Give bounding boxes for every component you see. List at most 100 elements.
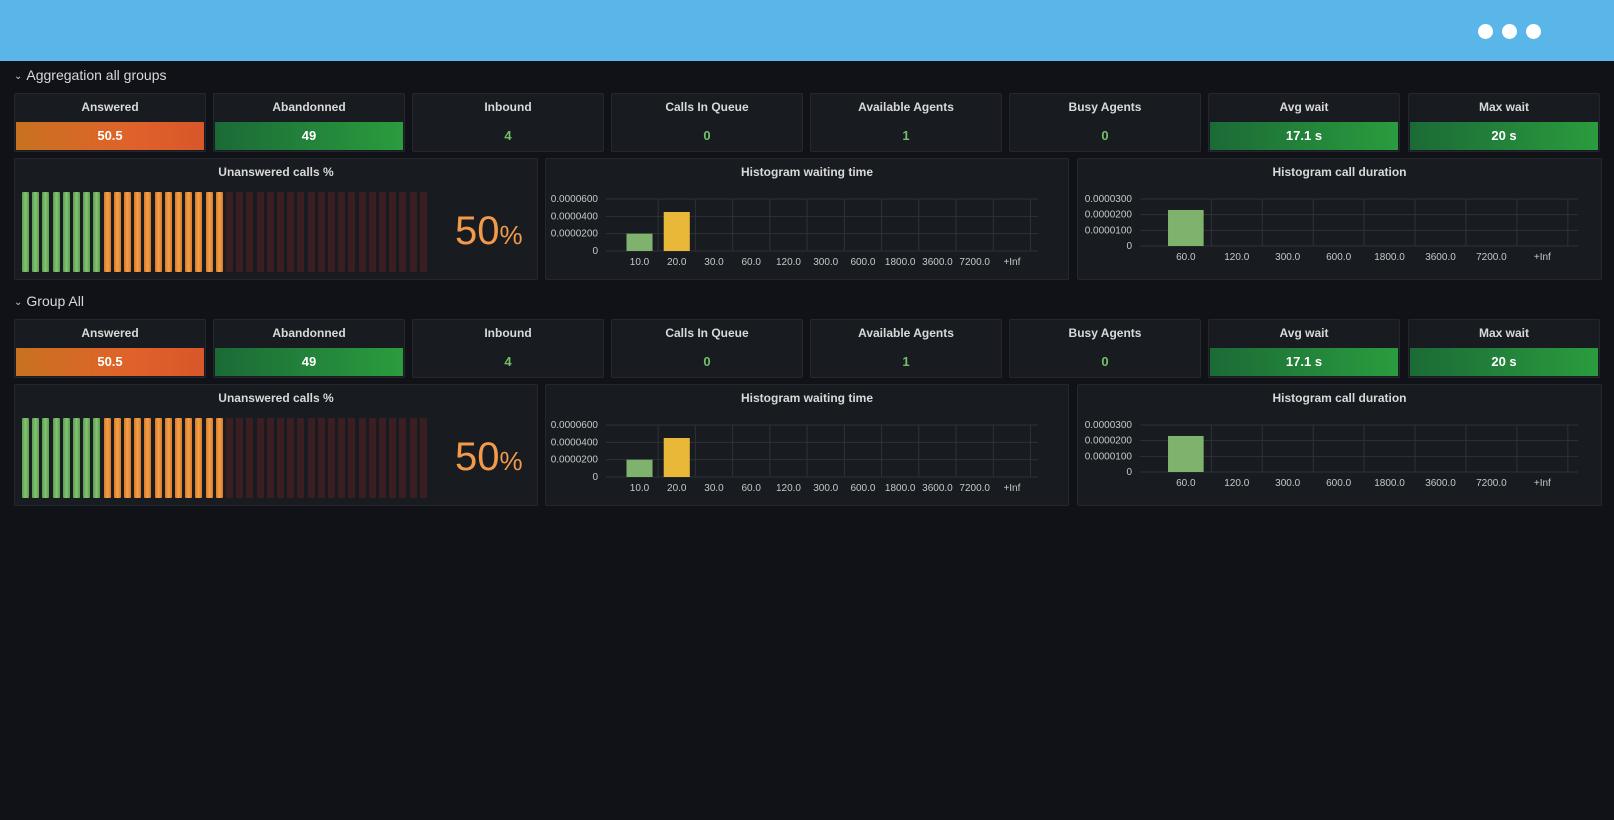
gauge-cell — [103, 192, 111, 272]
gauge-cell — [226, 192, 233, 272]
x-tick-label: 60.0 — [742, 257, 762, 268]
gauge-cell — [328, 192, 335, 272]
stat-panel[interactable]: Answered 50.5 — [14, 319, 206, 378]
stat-label: Answered — [81, 100, 139, 114]
stat-panel[interactable]: Avg wait 17.1 s — [1208, 319, 1400, 378]
chevron-down-icon[interactable]: ⌄ — [14, 297, 23, 308]
panel-title: Histogram call duration — [1272, 391, 1407, 405]
window-dot-icon[interactable] — [1502, 24, 1517, 39]
gauge-cell — [399, 192, 407, 272]
stat-panel[interactable]: Avg wait 17.1 s — [1208, 93, 1400, 152]
top-header-bar — [0, 0, 1614, 61]
stat-value: 4 — [504, 128, 512, 143]
gauge-cell — [419, 418, 427, 498]
gauge-cell — [409, 192, 417, 272]
gauge-number: 50 — [455, 209, 500, 253]
window-dot-icon[interactable] — [1478, 24, 1493, 39]
x-tick-label: 7200.0 — [1476, 252, 1507, 263]
histogram-bar[interactable] — [663, 212, 690, 251]
stat-panel[interactable]: Busy Agents 0 — [1009, 319, 1201, 378]
stat-panel[interactable]: Abandonned 49 — [213, 319, 405, 378]
window-dot-icon[interactable] — [1526, 24, 1541, 39]
histogram-bar[interactable] — [1168, 435, 1204, 472]
row-title[interactable]: ⌄ Group All — [14, 292, 84, 310]
stat-panel[interactable]: Max wait 20 s — [1408, 319, 1600, 378]
gauge-cell — [134, 192, 142, 272]
gauge-cell — [62, 418, 70, 498]
histogram-waiting-panel[interactable]: Histogram waiting time 0 0.0000200 0.000040… — [545, 384, 1069, 506]
stat-panel[interactable]: Calls In Queue 0 — [611, 319, 803, 378]
x-tick-label: 60.0 — [1176, 252, 1196, 263]
stat-panel[interactable]: Available Agents 1 — [810, 93, 1002, 152]
stat-label: Busy Agents — [1068, 100, 1142, 114]
stat-value: 4 — [504, 354, 512, 369]
x-tick-label: 30.0 — [704, 483, 724, 494]
x-tick-label: 10.0 — [630, 483, 650, 494]
stat-value: 1 — [902, 128, 910, 143]
gauge-cell — [297, 192, 305, 272]
x-tick-label: 300.0 — [813, 483, 838, 494]
stat-panel[interactable]: Max wait 20 s — [1408, 93, 1600, 152]
histogram-waiting-panel[interactable]: Histogram waiting time 0 0.0000200 0.000040… — [545, 158, 1069, 280]
stat-label: Available Agents — [858, 326, 954, 340]
gauge-cell — [226, 418, 233, 498]
histogram-bar[interactable] — [1168, 209, 1204, 246]
stat-panel[interactable]: Available Agents 1 — [810, 319, 1002, 378]
stat-panel[interactable]: Calls In Queue 0 — [611, 93, 803, 152]
chevron-down-icon[interactable]: ⌄ — [14, 71, 23, 82]
unanswered-gauge-panel[interactable]: Unanswered calls % 50% — [14, 158, 538, 280]
y-tick-label: 0.0000200 — [1085, 210, 1133, 221]
histogram-bar[interactable] — [626, 459, 653, 477]
gauge-cell — [277, 192, 284, 272]
x-tick-label: 7200.0 — [1476, 478, 1507, 489]
gauge-cell — [83, 192, 91, 272]
x-tick-label: 300.0 — [1275, 252, 1300, 263]
gauge-cell — [246, 192, 254, 272]
gauge-cell — [379, 418, 386, 498]
gauge-cell — [287, 192, 295, 272]
gauge-cell — [256, 192, 264, 272]
x-tick-label: 10.0 — [630, 257, 650, 268]
y-tick-label: 0.0000200 — [551, 455, 599, 466]
y-tick-label: 0.0000600 — [551, 194, 599, 205]
x-tick-label: 3600.0 — [1425, 478, 1456, 489]
row-title[interactable]: ⌄ Aggregation all groups — [14, 66, 167, 84]
gauge-unit: % — [499, 446, 523, 476]
gauge-cell — [42, 418, 50, 498]
panel-title: Histogram waiting time — [740, 165, 874, 179]
gauge-cell — [22, 192, 29, 272]
x-tick-label: 600.0 — [850, 483, 875, 494]
stat-panel[interactable]: Inbound 4 — [412, 319, 604, 378]
y-tick-label: 0.0000100 — [1085, 451, 1133, 462]
dashboard-row: ⌄ Aggregation all groups Answered 50.5 Aband… — [0, 62, 1614, 287]
y-tick-label: 0.0000400 — [551, 211, 599, 222]
gauge-cell — [83, 418, 91, 498]
bar-gauge — [22, 418, 430, 498]
gauge-cell — [266, 192, 274, 272]
histogram-duration-panel[interactable]: Histogram call duration 0 0.0000100 0.00002… — [1077, 384, 1602, 506]
y-tick-label: 0.0000100 — [1085, 225, 1133, 236]
gauge-cell — [236, 192, 244, 272]
x-tick-label: 60.0 — [742, 483, 762, 494]
gauge-cell — [124, 418, 131, 498]
stat-value: 50.5 — [16, 122, 204, 150]
gauge-cell — [164, 192, 172, 272]
panel-title: Unanswered calls % — [218, 165, 334, 179]
gauge-cell — [73, 192, 80, 272]
histogram-bar[interactable] — [626, 233, 653, 251]
histogram-bar[interactable] — [663, 438, 690, 477]
bar-gauge — [22, 192, 430, 272]
stat-panel[interactable]: Inbound 4 — [412, 93, 604, 152]
stat-panel[interactable]: Abandonned 49 — [213, 93, 405, 152]
stat-panel[interactable]: Answered 50.5 — [14, 93, 206, 152]
x-tick-label: 300.0 — [1275, 478, 1300, 489]
stat-panel[interactable]: Busy Agents 0 — [1009, 93, 1201, 152]
stat-label: Max wait — [1478, 326, 1529, 340]
gauge-cell — [103, 418, 111, 498]
histogram-duration-panel[interactable]: Histogram call duration 0 0.0000100 0.00002… — [1077, 158, 1602, 280]
unanswered-gauge-panel[interactable]: Unanswered calls % 50% — [14, 384, 538, 506]
gauge-cell — [175, 192, 182, 272]
x-tick-label: 1800.0 — [1374, 478, 1405, 489]
gauge-cell — [185, 192, 193, 272]
x-tick-label: 30.0 — [704, 257, 724, 268]
